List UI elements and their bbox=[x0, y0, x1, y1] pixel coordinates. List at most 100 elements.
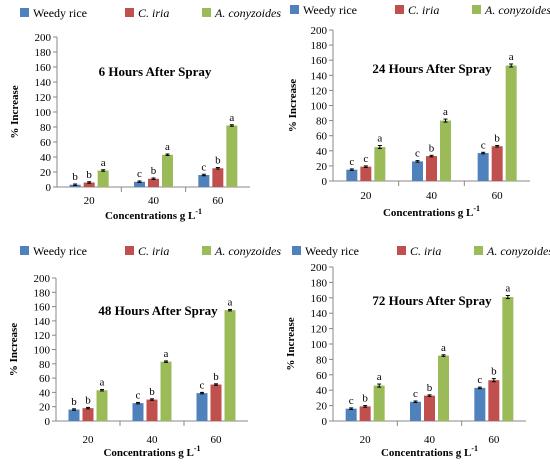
legend-item: Weedy rice bbox=[292, 244, 359, 258]
legend-label: C. iria bbox=[408, 3, 439, 17]
y-tick-label: 200 bbox=[34, 273, 51, 285]
bar bbox=[505, 65, 517, 181]
significance-letter: b bbox=[213, 371, 219, 383]
bar bbox=[82, 408, 94, 421]
bar bbox=[162, 154, 173, 187]
y-tick-label: 180 bbox=[34, 287, 51, 299]
legend-item: A. conyzoides bbox=[474, 244, 550, 258]
y-tick-label: 120 bbox=[34, 330, 51, 342]
legend-item: C. iria bbox=[397, 244, 441, 258]
significance-letter: c bbox=[136, 389, 141, 401]
significance-letter: b bbox=[149, 386, 155, 398]
x-axis-title: Concentrations g L-1 bbox=[381, 444, 478, 459]
bar bbox=[373, 385, 385, 421]
bar bbox=[491, 146, 503, 181]
significance-letter: b bbox=[494, 133, 500, 145]
legend-item: Weedy rice bbox=[290, 3, 357, 17]
bar bbox=[346, 169, 358, 181]
chart-title: 72 Hours After Spray bbox=[372, 293, 492, 308]
legend-swatch bbox=[20, 8, 29, 17]
y-tick-label: 60 bbox=[39, 373, 51, 385]
y-tick-label: 120 bbox=[311, 324, 328, 336]
y-tick-label: 120 bbox=[35, 92, 52, 104]
y-tick-label: 0 bbox=[46, 182, 52, 194]
significance-letter: b bbox=[151, 165, 157, 177]
x-axis-title-superscript: -1 bbox=[194, 444, 201, 453]
x-tick-label: 60 bbox=[492, 190, 504, 202]
x-axis-title: Concentrations g L-1 bbox=[383, 204, 480, 219]
bar bbox=[160, 361, 172, 421]
x-tick-label: 60 bbox=[488, 434, 500, 446]
x-tick-label: 40 bbox=[147, 434, 159, 446]
x-axis-title-superscript: -1 bbox=[473, 204, 480, 213]
y-tick-label: 80 bbox=[316, 354, 328, 366]
x-tick-label: 40 bbox=[426, 190, 438, 202]
significance-letter: a bbox=[505, 282, 510, 294]
significance-letter: c bbox=[363, 153, 368, 165]
significance-letter: b bbox=[86, 169, 92, 181]
y-tick-label: 0 bbox=[322, 176, 328, 188]
y-tick-label: 180 bbox=[35, 47, 52, 59]
bar bbox=[224, 310, 236, 421]
bar bbox=[97, 170, 109, 187]
y-tick-label: 0 bbox=[322, 416, 328, 428]
legend-swatch bbox=[472, 5, 481, 14]
bar bbox=[146, 399, 158, 421]
bar bbox=[134, 181, 145, 187]
significance-letter: c bbox=[481, 139, 486, 151]
x-axis-title-superscript: -1 bbox=[195, 207, 202, 216]
y-tick-label: 40 bbox=[39, 387, 51, 399]
legend-label: A. conyzoides bbox=[486, 244, 550, 258]
y-tick-label: 80 bbox=[40, 122, 52, 134]
significance-letter: a bbox=[443, 106, 448, 118]
x-axis-title: Concentrations g L-1 bbox=[103, 444, 200, 459]
legend-item: A. conyzoides bbox=[202, 244, 281, 258]
y-axis-title: % Increase bbox=[287, 79, 299, 132]
y-tick-label: 140 bbox=[311, 70, 328, 82]
significance-letter: c bbox=[201, 161, 206, 173]
legend-label: C. iria bbox=[410, 244, 441, 258]
legend-item: A. conyzoides bbox=[472, 3, 550, 17]
legend-label: Weedy rice bbox=[33, 244, 87, 258]
chart-title: 24 Hours After Spray bbox=[372, 61, 492, 76]
significance-letter: b bbox=[71, 396, 77, 408]
legend-item: Weedy rice bbox=[20, 244, 87, 258]
significance-letter: a bbox=[229, 112, 234, 124]
y-tick-label: 160 bbox=[34, 302, 51, 314]
y-tick-label: 200 bbox=[35, 32, 52, 44]
x-axis-title-text: Concentrations g L bbox=[383, 207, 473, 219]
y-tick-label: 140 bbox=[35, 77, 52, 89]
significance-letter: a bbox=[165, 141, 170, 153]
significance-letter: b bbox=[85, 394, 91, 406]
bar bbox=[196, 393, 208, 421]
y-tick-label: 80 bbox=[39, 359, 51, 371]
legend-swatch bbox=[202, 8, 211, 17]
legend-swatch bbox=[202, 246, 211, 255]
significance-letter: c bbox=[415, 148, 420, 160]
legend-swatch bbox=[397, 246, 406, 255]
significance-letter: b bbox=[72, 171, 78, 183]
x-tick-label: 20 bbox=[360, 190, 372, 202]
chart-title: 48 Hours After Spray bbox=[98, 303, 218, 318]
x-tick-label: 60 bbox=[211, 434, 223, 446]
bar bbox=[68, 409, 80, 421]
legend-item: Weedy rice bbox=[20, 6, 87, 20]
legend-item: C. iria bbox=[395, 3, 439, 17]
x-tick-label: 20 bbox=[360, 434, 372, 446]
legend-label: A. conyzoides bbox=[214, 6, 281, 20]
significance-letter: b bbox=[362, 393, 368, 405]
bar bbox=[488, 380, 500, 421]
bar bbox=[477, 153, 489, 181]
legend-label: A. conyzoides bbox=[484, 3, 550, 17]
y-tick-label: 100 bbox=[311, 339, 328, 351]
significance-letter: a bbox=[228, 296, 233, 308]
legend-swatch bbox=[474, 246, 483, 255]
y-tick-label: 160 bbox=[35, 62, 52, 74]
legend-item: C. iria bbox=[125, 6, 169, 20]
legend-swatch bbox=[290, 5, 299, 14]
y-tick-label: 100 bbox=[34, 345, 51, 357]
y-tick-label: 20 bbox=[316, 161, 328, 173]
y-tick-label: 200 bbox=[311, 262, 328, 274]
y-tick-label: 60 bbox=[316, 131, 328, 143]
